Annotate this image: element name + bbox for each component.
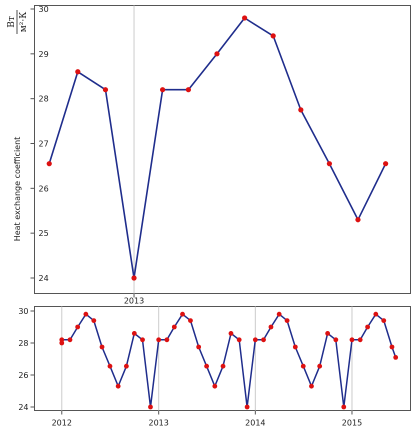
overview-data-point: [99, 344, 105, 350]
main-data-point: [46, 161, 52, 167]
overview-data-point: [91, 318, 97, 323]
overview-data-point: [212, 383, 218, 389]
main-series: [46, 15, 389, 281]
overview-series-line: [61, 313, 393, 408]
overview-data-point: [83, 311, 89, 317]
overview-data-point: [123, 363, 129, 369]
main-data-point: [242, 15, 248, 21]
overview-data-point: [333, 337, 339, 343]
overview-data-point: [325, 331, 331, 336]
overview-plot-frame: [34, 306, 411, 411]
overview-data-point: [228, 331, 234, 336]
main-y-tick-label: 26: [39, 184, 49, 193]
overview-data-point: [180, 311, 185, 317]
main-data-point: [131, 275, 137, 281]
overview-data-point: [261, 337, 266, 343]
overview-data-point: [381, 318, 387, 323]
main-data-point: [75, 69, 81, 75]
main-data-point: [185, 87, 192, 93]
y-axis-label: Heat exchange coefficient: [13, 137, 22, 242]
main-y-tick-label: 30: [39, 5, 49, 14]
y-unit: Вт м²·К: [7, 10, 29, 34]
overview-data-point: [107, 363, 113, 369]
overview-y-tick-label: 30: [18, 307, 28, 316]
main-data-point: [298, 107, 304, 113]
overview-data-point: [317, 363, 323, 369]
overview-data-point: [341, 404, 347, 410]
overview-data-point: [349, 337, 355, 343]
main-y-ticks: 24 25 26 27 28 29 30: [30, 5, 49, 283]
overview-data-point: [188, 318, 193, 323]
main-y-tick-label: 24: [39, 274, 49, 283]
overview-series: [59, 311, 399, 410]
overview-data-point: [244, 404, 250, 410]
overview-data-point: [164, 337, 170, 343]
overview-data-point: [357, 337, 363, 343]
overview-x-ticks: 2012 2013 2014 2015: [52, 410, 362, 428]
overview-data-point: [115, 383, 121, 389]
overview-x-tick-label: 2012: [52, 419, 72, 428]
main-y-tick-label: 28: [39, 95, 49, 104]
overview-data-point: [365, 324, 371, 330]
overview-data-point: [131, 331, 137, 336]
overview-data-point: [292, 344, 298, 350]
overview-data-point: [276, 311, 282, 317]
main-y-tick-label: 25: [39, 229, 49, 238]
overview-data-point: [393, 355, 399, 360]
overview-y-tick-label: 28: [18, 339, 28, 348]
overview-y-tick-label: 24: [18, 403, 28, 412]
main-data-point: [383, 161, 389, 167]
overview-data-point: [252, 337, 258, 343]
main-x-ticks: 2013: [124, 293, 144, 306]
overview-data-point: [148, 404, 153, 410]
overview-data-point: [59, 340, 65, 346]
overview-data-point: [268, 324, 274, 330]
overview-grid: [61, 306, 353, 411]
main-data-point: [159, 87, 166, 93]
main-data-point: [214, 51, 220, 57]
main-data-point: [355, 217, 361, 223]
main-data-point: [270, 33, 276, 39]
overview-x-tick-label: 2013: [149, 419, 169, 428]
overview-y-tick-label: 26: [18, 371, 28, 380]
y-unit-numerator: Вт: [7, 16, 17, 28]
overview-x-tick-label: 2015: [342, 419, 362, 428]
overview-data-point: [140, 337, 145, 343]
overview-data-point: [284, 318, 290, 323]
overview-data-point: [67, 337, 73, 343]
overview-data-point: [389, 344, 395, 350]
overview-x-tick-label: 2014: [245, 419, 265, 428]
overview-data-point: [156, 337, 162, 343]
main-y-tick-label: 27: [39, 140, 49, 149]
y-unit-denominator: м²·К: [19, 12, 29, 32]
main-x-tick-label: 2013: [124, 297, 144, 306]
overview-data-point: [204, 363, 210, 369]
main-data-point: [102, 87, 109, 93]
overview-data-point: [236, 337, 242, 343]
overview-data-point: [75, 324, 81, 330]
main-y-tick-label: 29: [39, 50, 49, 59]
overview-y-ticks: 24 26 28 30: [18, 307, 35, 412]
overview-data-point: [309, 383, 314, 389]
overview-data-point: [196, 344, 202, 350]
overview-data-point: [373, 311, 379, 317]
main-data-point: [326, 161, 333, 167]
overview-data-point: [171, 324, 177, 330]
overview-data-point: [220, 363, 226, 369]
overview-data-point: [300, 363, 306, 369]
main-plot-frame: [34, 5, 411, 294]
